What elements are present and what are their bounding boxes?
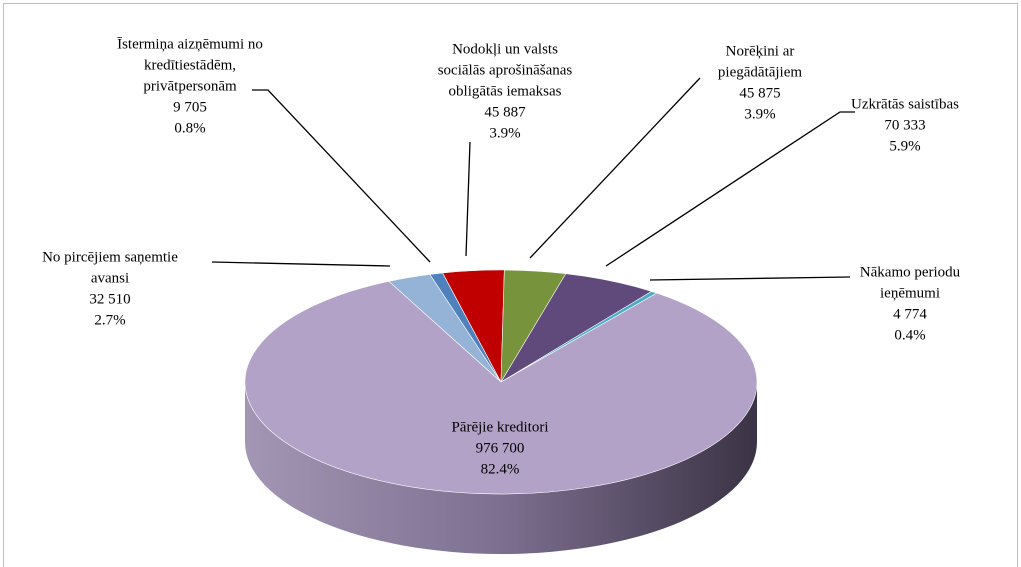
label-name: Nākamo periodu xyxy=(860,264,961,280)
leader-line xyxy=(529,77,701,259)
percent-label: 5.9% xyxy=(889,138,920,154)
percent-label: 2.7% xyxy=(94,312,125,328)
percent-label: 0.8% xyxy=(174,120,205,136)
pie-slice xyxy=(244,281,758,495)
pie xyxy=(244,269,758,554)
value-label: 976 700 xyxy=(476,440,525,456)
label-name: No pircējiem saņemtie xyxy=(42,249,178,265)
value-label: 32 510 xyxy=(89,291,130,307)
label-name: Īstermiņa aizņēmumi no xyxy=(117,36,263,52)
label-name: ieņēmumi xyxy=(880,285,940,301)
leader-line xyxy=(252,89,431,263)
leader-line xyxy=(465,141,471,257)
label-name: kredītiestādēm, xyxy=(144,57,236,73)
label-name: avansi xyxy=(91,270,129,286)
leader-lines xyxy=(211,77,855,281)
percent-label: 82.4% xyxy=(481,461,520,477)
label-name: privātpersonām xyxy=(143,78,237,94)
label-name: obligātās iemaksas xyxy=(449,83,562,99)
label-name: Pārējie kreditori xyxy=(451,419,548,435)
pie-side xyxy=(245,382,757,554)
label-name: Nodokļi un valsts xyxy=(452,41,558,57)
data-labels: No pircējiem saņemtie avansi 32 510 2.7% Īst… xyxy=(42,36,961,477)
percent-label: 0.4% xyxy=(894,327,925,343)
label-name: piegādātājiem xyxy=(718,64,802,80)
value-label: 4 774 xyxy=(893,306,927,322)
label-name: Uzkrātās saistības xyxy=(851,96,959,112)
label-name: sociālās aprošināšanas xyxy=(438,62,573,78)
leader-line xyxy=(649,276,851,281)
value-label: 45 887 xyxy=(484,104,526,120)
percent-label: 3.9% xyxy=(744,106,775,122)
leader-line xyxy=(211,261,391,267)
label-name: Norēķini ar xyxy=(726,43,795,59)
value-label: 45 875 xyxy=(739,85,780,101)
value-label: 70 333 xyxy=(884,117,925,133)
leader-line xyxy=(605,111,855,267)
percent-label: 3.9% xyxy=(489,125,520,141)
value-label: 9 705 xyxy=(173,99,207,115)
